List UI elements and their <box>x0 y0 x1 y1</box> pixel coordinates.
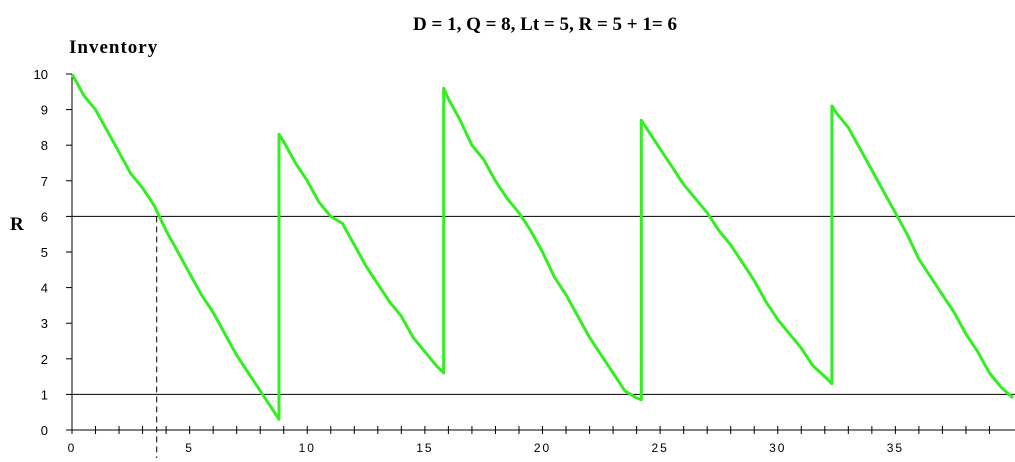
y-tick-label: 9 <box>41 103 48 118</box>
y-axis-label: Inventory <box>69 37 158 58</box>
inventory-series-line-0 <box>70 73 1015 421</box>
reorder-point-label: R <box>10 214 24 235</box>
y-tick-label: 10 <box>34 67 48 82</box>
y-tick-label: 7 <box>41 174 48 189</box>
y-tick-label: 5 <box>41 245 48 260</box>
y-tick-label: 8 <box>41 138 48 153</box>
x-tick-label: 10 <box>299 441 316 455</box>
y-tick-label: 1 <box>41 387 48 402</box>
series-group <box>70 73 1015 421</box>
x-tick-labels: 0 5 10 15 20 25 30 35 <box>68 441 904 455</box>
reference-lines <box>72 215 1015 395</box>
x-tick-label: 30 <box>769 441 786 455</box>
axes <box>66 73 1015 458</box>
y-tick-label: 2 <box>41 352 48 367</box>
x-tick-label: 15 <box>416 441 433 455</box>
y-tick-labels: 0 1 2 3 4 5 6 7 8 9 10 <box>34 67 48 438</box>
x-tick-label: 0 <box>68 441 77 455</box>
y-tick-label: 3 <box>41 316 48 331</box>
y-tick-label: 0 <box>41 423 48 438</box>
x-tick-label: 5 <box>185 441 194 455</box>
x-tick-label: 35 <box>887 441 904 455</box>
y-tick-label: 6 <box>41 209 48 224</box>
x-tick-label: 20 <box>534 441 551 455</box>
chart-title: D = 1, Q = 8, Lt = 5, R = 5 + 1= 6 <box>413 14 677 35</box>
y-tick-label: 4 <box>41 281 48 296</box>
x-tick-label: 25 <box>651 441 668 455</box>
